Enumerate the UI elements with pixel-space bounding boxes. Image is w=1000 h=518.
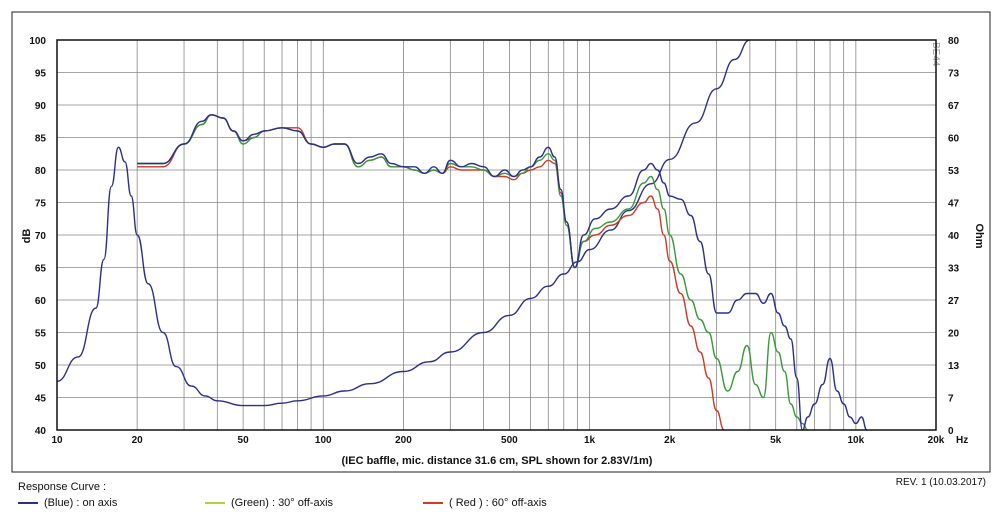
y2-tick-label: 60 bbox=[948, 134, 960, 145]
y2-tick-label: 27 bbox=[948, 296, 960, 307]
grid-lines bbox=[57, 40, 936, 430]
x-tick-label: 2k bbox=[664, 435, 676, 446]
y-tick-label: 60 bbox=[35, 296, 47, 307]
x-tick-label: 5k bbox=[770, 435, 782, 446]
x-tick-label: 1k bbox=[584, 435, 596, 446]
y-tick-label: 95 bbox=[35, 69, 47, 80]
plot-frame bbox=[56, 39, 937, 431]
y2-tick-label: 80 bbox=[948, 36, 960, 47]
y2-tick-label: 53 bbox=[948, 166, 960, 177]
tick-labels: 10 20 50 100 200 500 1k 2k 5k 10k 20k4045505560657… bbox=[29, 36, 959, 446]
y2-tick-label: 33 bbox=[948, 264, 960, 275]
y-tick-label: 80 bbox=[35, 166, 47, 177]
legend-item-blue: (Blue) : on axis bbox=[18, 497, 117, 509]
series-line-on-axis bbox=[137, 114, 868, 431]
x-tick-label: 500 bbox=[501, 435, 518, 446]
legend-label-red: ( Red ) : 60° off-axis bbox=[449, 497, 547, 509]
legend-label-blue: (Blue) : on axis bbox=[44, 497, 118, 509]
legend-label-green: (Green) : 30° off-axis bbox=[231, 497, 334, 509]
y-tick-label: 90 bbox=[35, 101, 47, 112]
y-tick-label: 40 bbox=[35, 426, 47, 437]
y-tick-label: 70 bbox=[35, 231, 47, 242]
y2-tick-label: 40 bbox=[948, 231, 960, 242]
y-tick-label: 50 bbox=[35, 361, 47, 372]
legend-item-green: (Green) : 30° off-axis bbox=[205, 497, 333, 509]
y-tick-label: 75 bbox=[35, 199, 47, 210]
frequency-response-chart: 10 20 50 100 200 500 1k 2k 5k 10k 20k4045505560657… bbox=[11, 11, 991, 473]
legend-swatch-blue bbox=[18, 502, 38, 504]
legend-swatch-red bbox=[423, 502, 443, 504]
y-tick-label: 65 bbox=[35, 264, 47, 275]
x-unit-label: Hz bbox=[956, 435, 968, 446]
y2-tick-label: 67 bbox=[948, 101, 960, 112]
x-tick-label: 10k bbox=[847, 435, 864, 446]
y-tick-label: 85 bbox=[35, 134, 47, 145]
y-axis-label: dB bbox=[21, 229, 33, 244]
y2-tick-label: 47 bbox=[948, 199, 960, 210]
x-tick-label: 20 bbox=[132, 435, 144, 446]
legend-swatch-green bbox=[205, 502, 225, 504]
y2-tick-label: 20 bbox=[948, 329, 960, 340]
x-axis-label: (IEC baffle, mic. distance 31.6 cm, SPL … bbox=[342, 455, 653, 467]
revision-text: REV. 1 (10.03.2017) bbox=[895, 477, 986, 488]
x-tick-label: 200 bbox=[395, 435, 412, 446]
series-line-60deg bbox=[137, 114, 725, 431]
y2-axis-label: Ohm bbox=[973, 223, 985, 248]
series-layer bbox=[56, 39, 868, 431]
x-tick-label: 10 bbox=[51, 435, 63, 446]
y-tick-label: 55 bbox=[35, 329, 47, 340]
y-tick-label: 45 bbox=[35, 394, 47, 405]
y2-tick-label: 0 bbox=[948, 426, 954, 437]
y-tick-label: 100 bbox=[29, 36, 46, 47]
legend-item-red: ( Red ) : 60° off-axis bbox=[423, 497, 547, 509]
outer-frame bbox=[11, 11, 991, 473]
y2-tick-label: 73 bbox=[948, 69, 960, 80]
y2-tick-label: 13 bbox=[948, 361, 960, 372]
x-tick-label: 100 bbox=[315, 435, 332, 446]
x-tick-label: 50 bbox=[238, 435, 250, 446]
x-tick-label: 20k bbox=[928, 435, 945, 446]
y2-tick-label: 7 bbox=[948, 394, 954, 405]
legend-title: Response Curve : bbox=[18, 481, 107, 493]
